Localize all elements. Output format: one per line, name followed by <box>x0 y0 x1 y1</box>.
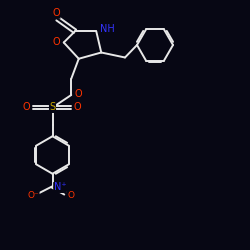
Text: O: O <box>74 102 81 113</box>
Text: O: O <box>52 8 60 18</box>
Text: O: O <box>67 191 74 200</box>
Text: O: O <box>74 89 82 99</box>
Text: O⁻: O⁻ <box>28 191 39 200</box>
Text: O: O <box>53 38 60 48</box>
Text: S: S <box>50 102 56 113</box>
Text: N⁺: N⁺ <box>54 182 66 192</box>
Text: NH: NH <box>100 24 115 34</box>
Text: O: O <box>22 102 30 113</box>
